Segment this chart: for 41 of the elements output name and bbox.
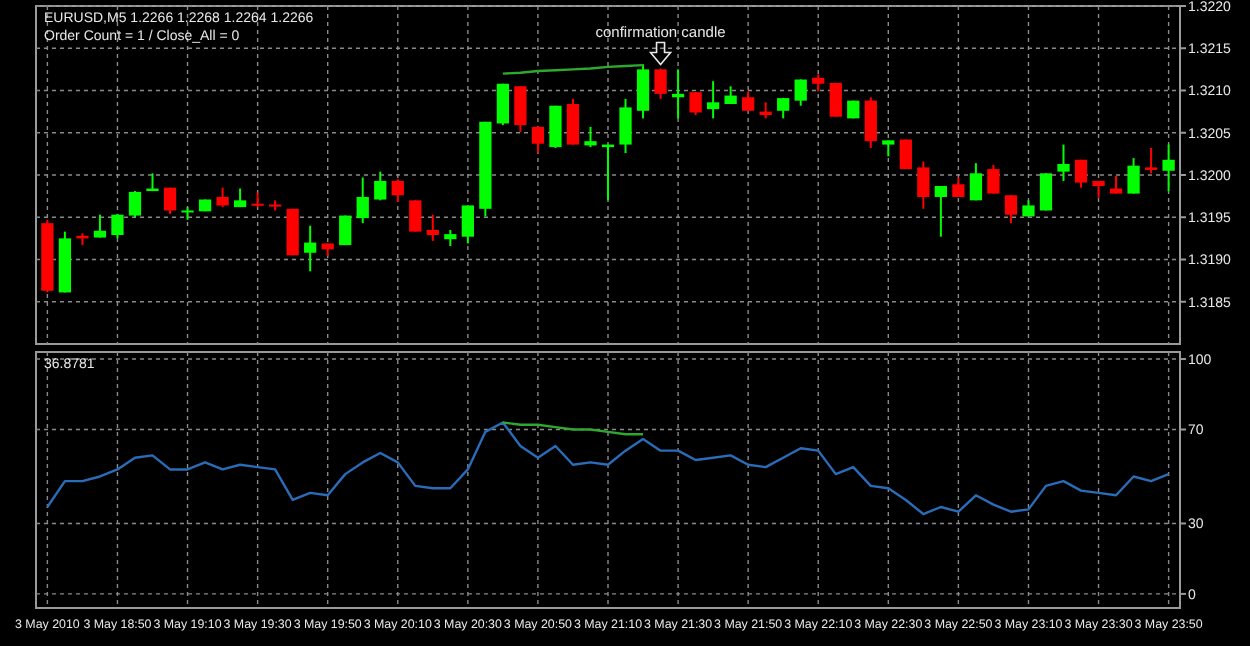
- candlestick: [777, 97, 790, 120]
- candlestick: [304, 224, 317, 273]
- candlestick: [1127, 157, 1140, 195]
- candlestick: [829, 81, 842, 118]
- candlestick: [216, 186, 229, 209]
- candlestick: [987, 163, 1000, 195]
- candlestick: [1162, 143, 1175, 193]
- candlestick: [566, 97, 580, 146]
- candlestick: [706, 80, 720, 120]
- candlestick: [1144, 146, 1158, 175]
- candlestick: [93, 213, 107, 239]
- candlestick: [742, 90, 755, 112]
- candlestick: [374, 170, 387, 202]
- candlestick: [934, 184, 947, 238]
- candlestick: [584, 125, 597, 149]
- candlestick: [391, 178, 404, 204]
- candlestick: [917, 160, 930, 210]
- candlestick: [1074, 158, 1088, 189]
- candlestick: [1057, 143, 1070, 182]
- candlestick: [163, 186, 177, 215]
- candlestick: [952, 176, 965, 198]
- candlestick: [514, 85, 527, 133]
- candlestick: [969, 162, 983, 202]
- candlestick: [619, 97, 632, 155]
- candlestick: [356, 176, 369, 225]
- candlestick: [636, 63, 650, 120]
- candlestick: [531, 125, 545, 155]
- candlestick: [496, 82, 510, 127]
- candlestick: [1004, 194, 1018, 225]
- candlestick: [128, 190, 142, 219]
- candlestick: [654, 67, 667, 100]
- candlestick: [409, 199, 422, 233]
- candlestick: [864, 96, 877, 149]
- line-series: [46, 421, 1170, 516]
- candlestick: [461, 204, 474, 245]
- candlestick: [689, 91, 702, 116]
- candlestick: [1039, 172, 1053, 212]
- candlestick: [549, 104, 562, 149]
- candlestick: [111, 212, 124, 240]
- candlestick: [426, 213, 439, 242]
- candlestick: [794, 78, 807, 107]
